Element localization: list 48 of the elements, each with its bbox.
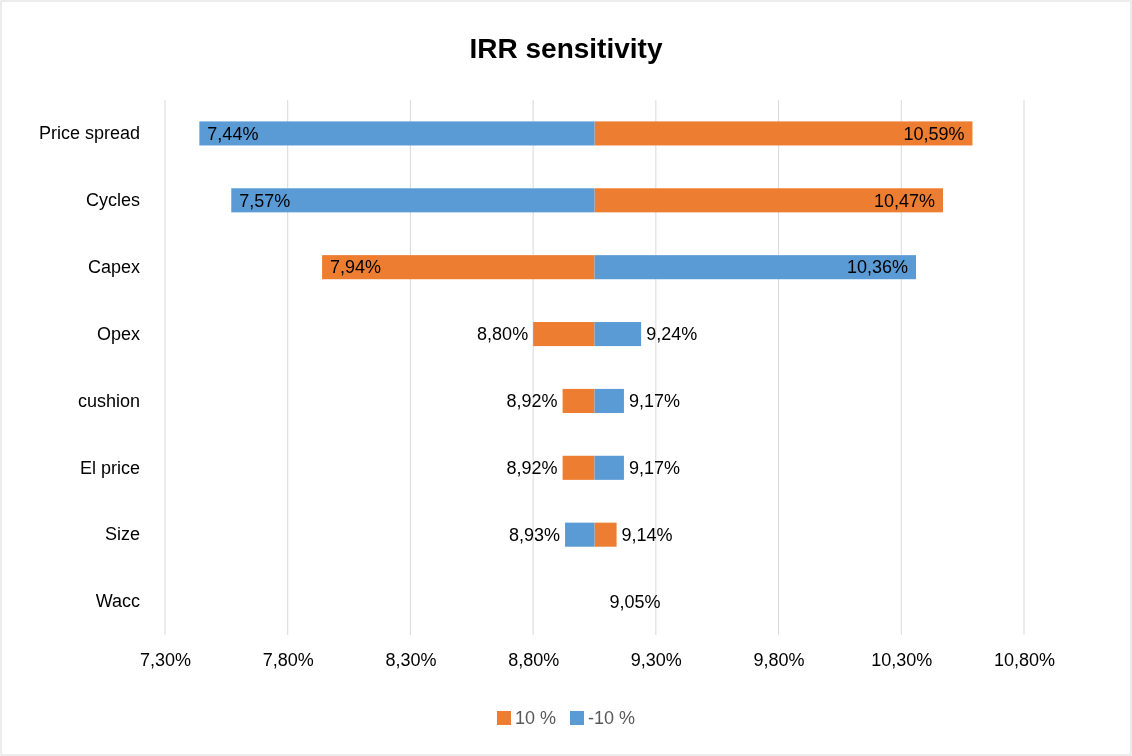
bar: [231, 188, 595, 213]
data-label: 9,17%: [628, 458, 680, 479]
data-label: 8,92%: [506, 391, 558, 412]
data-label: 9,14%: [621, 524, 673, 545]
y-tick-label: Opex: [96, 323, 140, 344]
x-tick-label: 8,30%: [385, 649, 437, 670]
bar: [565, 522, 595, 547]
data-label: 7,94%: [330, 257, 382, 278]
bar: [594, 388, 624, 413]
bar: [322, 255, 595, 280]
data-label: 8,80%: [477, 324, 529, 345]
y-tick-label: Size: [104, 524, 140, 545]
bar: [594, 322, 642, 347]
y-tick-label: Price spread: [38, 123, 140, 144]
x-tick-label: 7,30%: [139, 649, 192, 670]
legend-label: -10 %: [588, 708, 636, 729]
data-label: 9,17%: [628, 391, 680, 412]
data-label: 10,36%: [846, 257, 909, 278]
data-label: 7,57%: [239, 190, 291, 211]
y-tick-label: Cycles: [85, 190, 140, 211]
bar: [533, 322, 595, 347]
x-tick-label: 10,30%: [871, 649, 933, 670]
bar: [594, 255, 917, 280]
data-label: 8,92%: [506, 458, 558, 479]
legend-label: 10 %: [514, 708, 556, 729]
bar: [594, 455, 624, 480]
bar: [594, 188, 944, 213]
y-tick-label: cushion: [77, 390, 140, 411]
y-tick-label: Wacc: [95, 591, 140, 612]
bar: [562, 455, 595, 480]
bar: [199, 121, 595, 146]
chart-title: IRR sensitivity: [469, 33, 663, 64]
annotation: 9,05%: [609, 591, 661, 612]
x-tick-label: 9,30%: [630, 649, 682, 670]
bar: [562, 388, 595, 413]
bar: [594, 121, 973, 146]
data-label: 10,47%: [873, 190, 936, 211]
x-tick-label: 10,80%: [993, 649, 1056, 670]
y-tick-label: El price: [79, 457, 140, 478]
data-label: 8,93%: [509, 524, 561, 545]
y-tick-label: Capex: [87, 256, 140, 277]
data-label: 10,59%: [903, 123, 965, 144]
x-tick-label: 7,80%: [262, 649, 314, 670]
data-label: 9,24%: [646, 324, 698, 345]
data-label: 7,44%: [207, 123, 259, 144]
x-tick-label: 8,80%: [508, 649, 560, 670]
bar: [594, 522, 617, 547]
x-tick-label: 9,80%: [753, 649, 805, 670]
